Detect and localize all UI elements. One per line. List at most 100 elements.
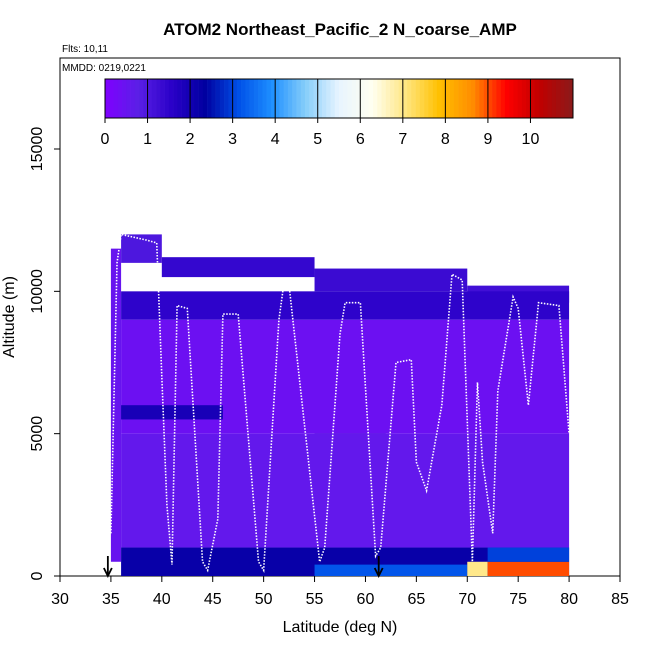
colorbar-swatch — [211, 79, 216, 118]
heat-cell-2 — [161, 257, 315, 278]
colorbar-swatch — [236, 79, 242, 118]
colorbar-swatch — [504, 79, 510, 118]
heat-cell-3 — [314, 268, 468, 292]
colorbar-swatch — [483, 79, 489, 118]
colorbar-swatch — [513, 79, 518, 118]
heat-cell-7 — [121, 405, 223, 420]
colorbar-swatch — [296, 79, 302, 118]
colorbar-swatch — [117, 79, 123, 118]
colorbar-swatch — [232, 79, 238, 118]
heat-cell-1 — [121, 234, 162, 263]
colorbar-swatch — [479, 79, 484, 118]
chart-title: ATOM2 Northeast_Pacific_2 N_coarse_AMP — [163, 20, 517, 39]
colorbar-tick-label: 3 — [228, 131, 237, 148]
colorbar-swatch — [411, 79, 416, 118]
colorbar-swatch — [304, 79, 310, 118]
arrow-end — [373, 556, 384, 579]
colorbar-tick-label: 0 — [101, 131, 110, 148]
colorbar-swatch — [492, 79, 497, 118]
x-tick-label: 80 — [560, 591, 578, 608]
heat-cell-15 — [467, 561, 488, 576]
x-tick-label: 70 — [458, 591, 476, 608]
colorbar-swatch — [441, 79, 446, 118]
colorbar-swatch — [160, 79, 165, 118]
colorbar-swatch — [270, 79, 276, 118]
colorbar-swatch — [198, 79, 204, 118]
colorbar-swatch — [181, 79, 187, 118]
colorbar-swatch — [377, 79, 382, 118]
colorbar-tick-label: 5 — [313, 131, 322, 148]
flight-track — [110, 233, 570, 573]
colorbar-swatch — [266, 79, 272, 118]
colorbar-swatch — [309, 79, 314, 118]
colorbar-swatch — [534, 79, 540, 118]
colorbar-swatch — [470, 79, 476, 118]
colorbar-swatch — [228, 79, 233, 118]
colorbar-swatch — [360, 79, 365, 118]
colorbar-swatch — [173, 79, 178, 118]
dates-label: MMDD: 0219,0221 — [62, 63, 146, 74]
colorbar-swatch — [275, 79, 280, 118]
colorbar-swatch — [475, 79, 480, 118]
colorbar: 0 1 2 3 4 5 6 7 8 9 10 — [101, 78, 574, 148]
colorbar-swatch — [555, 79, 561, 118]
y-axis-label: Altitude (m) — [1, 276, 18, 358]
heatmap-layer — [110, 234, 570, 576]
colorbar-swatch — [368, 79, 374, 118]
y-tick-label: 10000 — [29, 269, 46, 314]
colorbar-swatch — [347, 79, 353, 118]
colorbar-swatch — [292, 79, 297, 118]
colorbar-swatch — [321, 79, 327, 118]
colorbar-swatch — [509, 79, 514, 118]
x-tick-label: 65 — [407, 591, 425, 608]
x-tick-label: 40 — [153, 591, 171, 608]
y-tick-label: 5000 — [29, 416, 46, 452]
colorbar-swatch — [564, 79, 570, 118]
heat-cell-14 — [314, 564, 468, 576]
colorbar-tick-label: 2 — [186, 131, 195, 148]
colorbar-swatch — [279, 79, 284, 118]
colorbar-swatch — [156, 79, 161, 118]
colorbar-swatch — [151, 79, 157, 118]
colorbar-swatch — [432, 79, 438, 118]
colorbar-swatch — [560, 79, 565, 118]
x-tick-label: 50 — [255, 591, 273, 608]
heat-cell-12 — [121, 433, 570, 548]
heat-cell-17 — [487, 547, 570, 562]
colorbar-swatch — [241, 79, 246, 118]
colorbar-swatch — [394, 79, 399, 118]
colorbar-tick-label: 8 — [441, 131, 450, 148]
colorbar-swatch — [330, 79, 336, 118]
x-tick-label: 85 — [611, 591, 629, 608]
colorbar-swatch — [245, 79, 250, 118]
colorbar-swatch — [105, 79, 110, 118]
colorbar-swatch — [339, 79, 344, 118]
colorbar-swatch — [317, 79, 323, 118]
colorbar-swatch — [147, 79, 153, 118]
colorbar-swatch — [526, 79, 531, 118]
x-axis-label: Latitude (deg N) — [283, 619, 398, 636]
colorbar-swatch — [398, 79, 404, 118]
y-tick-label: 15000 — [29, 127, 46, 172]
colorbar-swatch — [109, 79, 114, 118]
colorbar-swatch — [458, 79, 463, 118]
x-tick-label: 55 — [306, 591, 324, 608]
colorbar-swatch — [134, 79, 140, 118]
colorbar-swatch — [547, 79, 553, 118]
x-tick-label: 45 — [204, 591, 222, 608]
colorbar-swatch — [164, 79, 170, 118]
colorbar-swatch — [343, 79, 348, 118]
colorbar-swatch — [126, 79, 131, 118]
colorbar-tick-label: 1 — [143, 131, 152, 148]
colorbar-swatch — [249, 79, 255, 118]
colorbar-swatch — [351, 79, 357, 118]
colorbar-swatch — [428, 79, 433, 118]
colorbar-swatch — [168, 79, 174, 118]
colorbar-swatch — [143, 79, 148, 118]
colorbar-swatch — [113, 79, 119, 118]
colorbar-swatch — [568, 79, 574, 118]
x-tick-label: 35 — [102, 591, 120, 608]
